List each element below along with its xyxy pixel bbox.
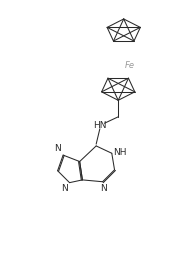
Text: N: N <box>100 184 107 193</box>
Text: HN: HN <box>93 121 107 129</box>
Text: N: N <box>61 184 68 193</box>
Text: N: N <box>55 144 61 153</box>
Text: Fe: Fe <box>125 61 135 70</box>
Text: NH: NH <box>114 148 127 157</box>
